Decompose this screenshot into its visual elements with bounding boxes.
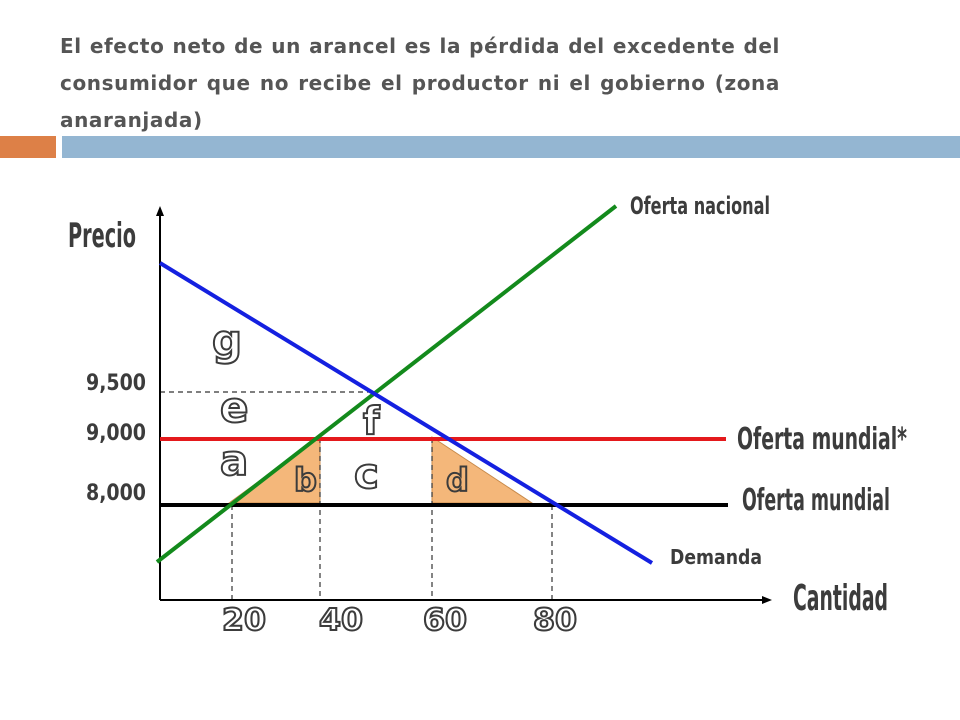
area-label-c: c	[354, 449, 379, 498]
world-supply-tariff-label: Oferta mundial*	[737, 422, 907, 457]
x-tick-20: 20	[222, 603, 266, 638]
area-label-f: f	[363, 399, 380, 443]
area-label-d: d	[446, 461, 469, 499]
x-tick-40: 40	[319, 603, 363, 638]
world-supply-label: Oferta mundial	[742, 483, 890, 518]
area-label-a: a	[220, 436, 248, 485]
demand-label: Demanda	[670, 545, 762, 569]
y-tick-9000: 9,000	[86, 421, 146, 446]
x-tick-60: 60	[423, 603, 467, 638]
accent-bar-orange	[0, 136, 56, 158]
y-tick-8000: 8,000	[86, 481, 146, 506]
x-axis-title: Cantidad	[793, 578, 888, 619]
demand-line	[158, 261, 654, 565]
domestic-supply-label: Oferta nacional	[630, 192, 770, 220]
y-tick-9500: 9,500	[86, 371, 146, 396]
y-axis-arrow	[156, 206, 164, 216]
x-axis-arrow	[762, 596, 772, 604]
area-label-e: e	[220, 383, 249, 432]
slide-title: El efecto neto de un arancel es la pérdi…	[60, 34, 780, 132]
domestic-supply-line	[155, 204, 618, 564]
x-tick-80: 80	[533, 603, 577, 638]
accent-bar-blue	[62, 136, 960, 158]
y-axis-title: Precio	[68, 216, 136, 256]
area-label-g: g	[212, 316, 242, 365]
area-label-b: b	[294, 461, 317, 499]
